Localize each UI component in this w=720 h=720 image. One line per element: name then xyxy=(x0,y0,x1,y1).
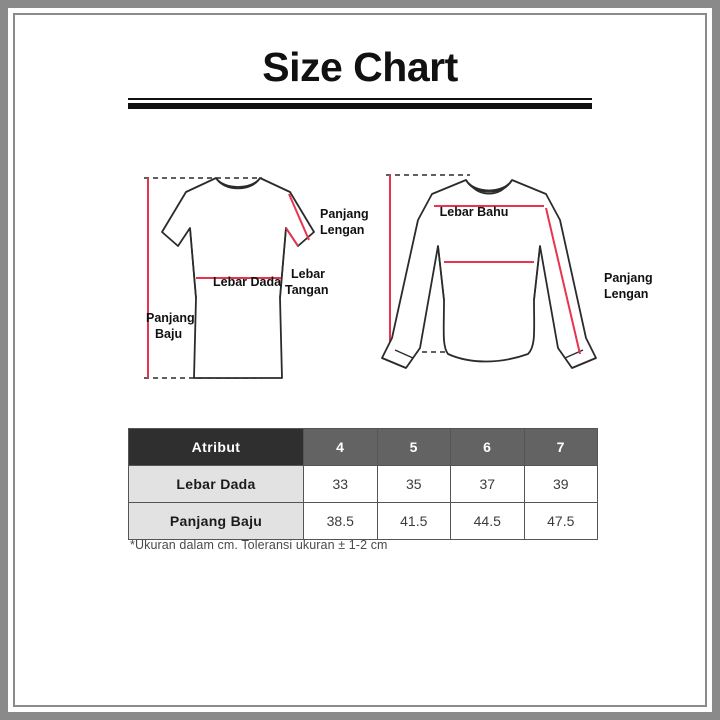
sleeve-width-measure-line xyxy=(285,227,299,247)
long-sleeve-shirt-group: Lebar Bahu Panjang Lengan xyxy=(381,174,653,369)
ls-left-cuff-line xyxy=(381,357,407,369)
size-table: Atribut 4 5 6 7 Lebar Dada 33 35 37 39 P… xyxy=(128,428,598,540)
cell-panjang-baju-6: 44.5 xyxy=(450,502,525,540)
tshirt-left-sleeve-seam xyxy=(189,227,197,299)
garment-illustrations: Panjang Lengan Lebar Dada Lebar Tangan P… xyxy=(144,174,653,379)
tshirt-collar xyxy=(215,177,261,190)
row-label-lebar-dada: Lebar Dada xyxy=(128,465,304,503)
measurement-footnote: *Ukuran dalam cm. Toleransi ukuran ± 1-2… xyxy=(130,538,388,552)
size-table-header-row: Atribut 4 5 6 7 xyxy=(128,428,598,466)
label-ls-sleeve-length-line2: Lengan xyxy=(604,287,648,301)
label-shoulder-width: Lebar Bahu xyxy=(440,205,509,219)
label-sleeve-length-line1: Panjang xyxy=(320,207,369,221)
cell-panjang-baju-5: 41.5 xyxy=(376,502,451,540)
ls-left-armhole-seam xyxy=(437,245,445,301)
cell-lebar-dada-4: 33 xyxy=(303,465,378,503)
table-header-size-7: 7 xyxy=(523,428,598,466)
table-row: Panjang Baju 38.5 41.5 44.5 47.5 xyxy=(128,502,598,540)
label-ls-sleeve-length-line1: Panjang xyxy=(604,271,653,285)
label-body-length-line2: Baju xyxy=(155,327,182,341)
page-title: Size Chart xyxy=(262,44,458,90)
table-row: Lebar Dada 33 35 37 39 xyxy=(128,465,598,503)
table-header-attribut: Atribut xyxy=(128,428,304,466)
table-header-size-4: 4 xyxy=(303,428,378,466)
tshirt-right-sleeve-seam xyxy=(279,227,287,299)
ls-right-armhole-seam xyxy=(533,245,541,301)
table-header-size-5: 5 xyxy=(376,428,451,466)
label-sleeve-length-line2: Lengan xyxy=(320,223,364,237)
ls-collar-inner xyxy=(469,183,509,195)
label-chest-width: Lebar Dada xyxy=(213,275,282,289)
title-divider-thick xyxy=(128,103,592,109)
label-sleeve-width-line2: Tangan xyxy=(285,283,329,297)
ls-left-cuff-fold xyxy=(394,349,414,359)
ls-sleeve-length-measure-line xyxy=(545,207,581,355)
label-sleeve-width-line1: Lebar xyxy=(291,267,325,281)
cell-lebar-dada-5: 35 xyxy=(376,465,451,503)
cell-panjang-baju-7: 47.5 xyxy=(523,502,598,540)
title-divider-thin xyxy=(128,98,592,100)
ls-right-cuff-line xyxy=(571,357,597,369)
table-header-size-6: 6 xyxy=(450,428,525,466)
short-sleeve-tshirt-group: Panjang Lengan Lebar Dada Lebar Tangan P… xyxy=(144,177,369,379)
row-label-panjang-baju: Panjang Baju xyxy=(128,502,304,540)
label-body-length-line1: Panjang xyxy=(146,311,195,325)
cell-lebar-dada-7: 39 xyxy=(523,465,598,503)
size-table-head: Atribut 4 5 6 7 xyxy=(128,428,598,466)
ls-collar-outer xyxy=(465,179,513,193)
cell-lebar-dada-6: 37 xyxy=(450,465,525,503)
cell-panjang-baju-4: 38.5 xyxy=(303,502,378,540)
size-table-body: Lebar Dada 33 35 37 39 Panjang Baju 38.5… xyxy=(128,465,598,540)
decorative-inner-frame xyxy=(13,13,707,707)
sleeve-length-measure-line xyxy=(288,193,310,241)
